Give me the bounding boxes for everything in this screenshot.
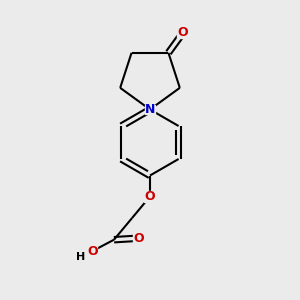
- Text: O: O: [178, 26, 188, 39]
- Text: O: O: [145, 190, 155, 203]
- Text: O: O: [87, 244, 98, 258]
- Bar: [80, 246, 97, 256]
- Bar: [177, 28, 189, 38]
- Bar: [133, 233, 144, 243]
- Text: H: H: [76, 251, 85, 262]
- Text: O: O: [133, 232, 144, 245]
- Bar: [144, 191, 156, 202]
- Text: N: N: [145, 103, 155, 116]
- Bar: [145, 105, 155, 114]
